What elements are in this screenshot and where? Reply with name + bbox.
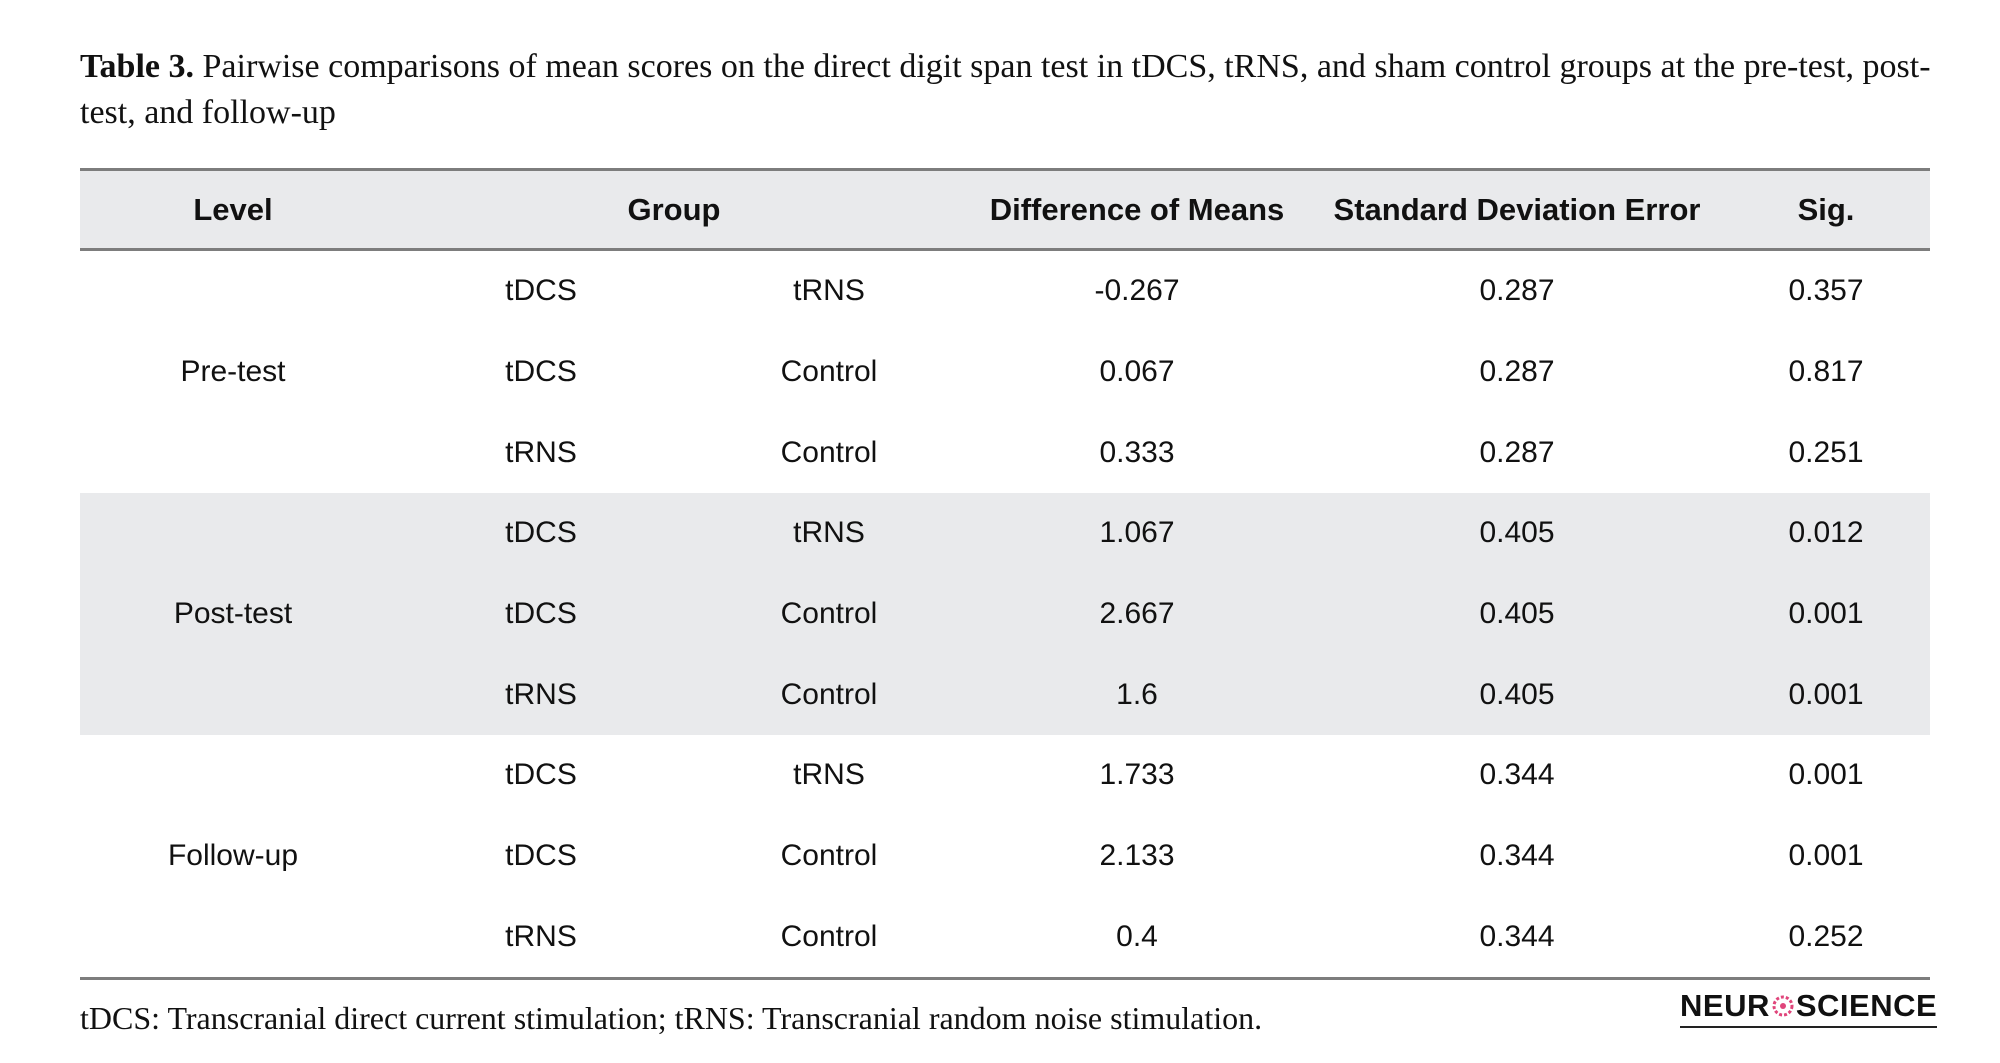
sde-cell: 0.287 bbox=[1479, 355, 1555, 389]
group2-cell: Control bbox=[780, 839, 878, 873]
sde-cell: 0.344 bbox=[1479, 758, 1555, 792]
group1-cell: tDCS bbox=[505, 839, 577, 873]
group1-cell: tDCS bbox=[505, 516, 577, 550]
difference-cell: 1.067 bbox=[1099, 516, 1175, 550]
table-row: Post-test tDCS tRNS 1.067 0.405 0.012 bbox=[80, 493, 1930, 630]
table-caption-label: Table 3. bbox=[80, 48, 195, 85]
logo-text-right: SCIENCE bbox=[1795, 988, 1938, 1023]
difference-cell: 2.133 bbox=[1099, 839, 1175, 873]
difference-cell: -0.267 bbox=[1094, 274, 1180, 308]
table-row: tRNS Control 1.6 0.405 0.001 bbox=[80, 654, 1930, 735]
group1-cell: tRNS bbox=[505, 435, 577, 469]
table-caption: Table 3. Pairwise comparisons of mean sc… bbox=[80, 44, 1940, 136]
sde-cell: 0.344 bbox=[1479, 839, 1555, 873]
difference-cell: 1.6 bbox=[1116, 677, 1158, 711]
group1-cell: tDCS bbox=[505, 597, 577, 631]
level-cell: Pre-test bbox=[180, 355, 286, 389]
level-cell: Post-test bbox=[173, 597, 293, 631]
group2-cell: Control bbox=[780, 435, 878, 469]
table-caption-text: Pairwise comparisons of mean scores on t… bbox=[80, 48, 1931, 131]
sig-cell: 0.252 bbox=[1788, 919, 1864, 953]
header-group: Group bbox=[627, 191, 721, 227]
sig-cell: 0.001 bbox=[1788, 597, 1864, 631]
header-difference-of-means: Difference of Means bbox=[989, 191, 1285, 227]
sig-cell: 0.001 bbox=[1788, 839, 1864, 873]
sig-cell: 0.001 bbox=[1788, 758, 1864, 792]
sde-cell: 0.344 bbox=[1479, 919, 1555, 953]
table-section: Follow-up tDCS tRNS 1.733 0.344 0.001 tDCS Cont… bbox=[80, 735, 1930, 979]
group2-cell: tRNS bbox=[793, 516, 865, 550]
group2-cell: Control bbox=[780, 597, 878, 631]
table-footnote: tDCS: Transcranial direct current stimul… bbox=[80, 1000, 1263, 1036]
table-row: tDCS Control 0.067 0.287 0.817 bbox=[80, 332, 1930, 413]
level-cell: Follow-up bbox=[167, 839, 299, 873]
sde-cell: 0.287 bbox=[1479, 274, 1555, 308]
table-section: Post-test tDCS tRNS 1.067 0.405 0.012 tDCS Cont… bbox=[80, 493, 1930, 736]
difference-cell: 0.333 bbox=[1099, 435, 1175, 469]
table-row: tDCS Control 2.667 0.405 0.001 bbox=[80, 574, 1930, 655]
sig-cell: 0.817 bbox=[1788, 355, 1864, 389]
group1-cell: tDCS bbox=[505, 274, 577, 308]
table-section: Pre-test tDCS tRNS -0.267 0.287 0.357 tDCS Cont… bbox=[80, 250, 1930, 494]
sde-cell: 0.287 bbox=[1479, 435, 1555, 469]
pairwise-comparison-table: Level Group Difference of Means Standard… bbox=[80, 168, 1930, 980]
group1-cell: tDCS bbox=[505, 758, 577, 792]
sig-cell: 0.357 bbox=[1788, 274, 1864, 308]
group2-cell: Control bbox=[780, 355, 878, 389]
difference-cell: 1.733 bbox=[1099, 758, 1175, 792]
header-standard-deviation-error: Standard Deviation Error bbox=[1333, 191, 1701, 227]
group1-cell: tRNS bbox=[505, 677, 577, 711]
data-table-container: Level Group Difference of Means Standard… bbox=[80, 168, 1930, 980]
sig-cell: 0.001 bbox=[1788, 677, 1864, 711]
table-header: Level Group Difference of Means Standard… bbox=[80, 169, 1930, 250]
table-row: tDCS Control 2.133 0.344 0.001 bbox=[80, 816, 1930, 897]
table-row: tRNS Control 0.333 0.287 0.251 bbox=[80, 412, 1930, 493]
table-header-row: Level Group Difference of Means Standard… bbox=[80, 169, 1930, 250]
difference-cell: 2.667 bbox=[1099, 597, 1175, 631]
sde-cell: 0.405 bbox=[1479, 516, 1555, 550]
header-level: Level bbox=[193, 191, 273, 227]
header-sig: Sig. bbox=[1797, 191, 1855, 227]
sde-cell: 0.405 bbox=[1479, 597, 1555, 631]
table-row: Pre-test tDCS tRNS -0.267 0.287 0.357 bbox=[80, 250, 1930, 388]
table-row: Follow-up tDCS tRNS 1.733 0.344 0.001 bbox=[80, 735, 1930, 872]
brain-network-icon bbox=[1772, 995, 1794, 1017]
logo-text-left: NEUR bbox=[1680, 988, 1770, 1023]
group2-cell: tRNS bbox=[793, 758, 865, 792]
neuroscience-logo: NEUR SCIENCE bbox=[1680, 988, 1938, 1028]
group2-cell: Control bbox=[780, 677, 878, 711]
group2-cell: tRNS bbox=[793, 274, 865, 308]
sde-cell: 0.405 bbox=[1479, 677, 1555, 711]
difference-cell: 0.4 bbox=[1116, 919, 1158, 953]
sig-cell: 0.251 bbox=[1788, 435, 1864, 469]
group2-cell: Control bbox=[780, 919, 878, 953]
table-row: tRNS Control 0.4 0.344 0.252 bbox=[80, 897, 1930, 979]
sig-cell: 0.012 bbox=[1788, 516, 1864, 550]
group1-cell: tDCS bbox=[505, 355, 577, 389]
group1-cell: tRNS bbox=[505, 919, 577, 953]
difference-cell: 0.067 bbox=[1099, 355, 1175, 389]
